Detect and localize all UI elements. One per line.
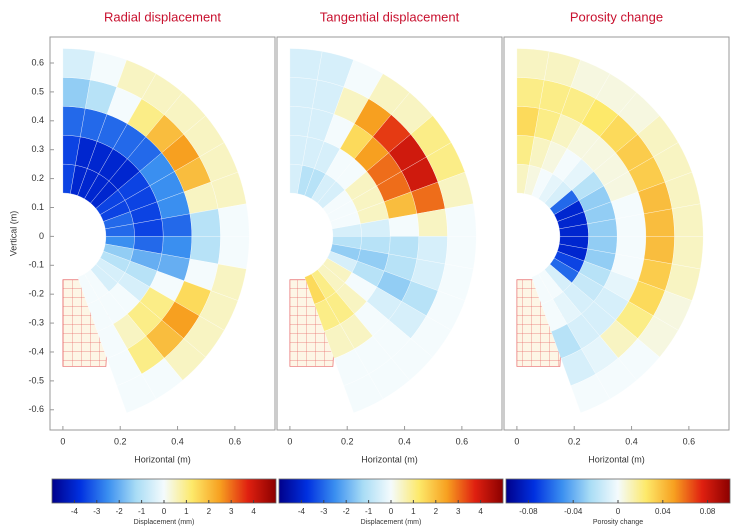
field-cell: [671, 236, 704, 270]
colorbar-tick-label: -3: [320, 507, 328, 516]
colorbar-tick-label: -1: [365, 507, 373, 516]
field-cell: [343, 373, 384, 414]
y-tick-label: 0.4: [31, 115, 44, 125]
colorbar-tick-label: -0.08: [519, 507, 538, 516]
colorbar-tick-label: -3: [93, 507, 101, 516]
colorbar-label: Displacement (mm): [361, 519, 422, 526]
field-cell: [570, 373, 611, 414]
colorbar-tick-label: 0.08: [700, 507, 716, 516]
colorbar-label: Displacement (mm): [134, 519, 195, 526]
y-tick-label: -0.4: [28, 346, 44, 356]
panel-title: Tangential displacement: [320, 9, 460, 24]
y-tick-label: 0.6: [31, 57, 44, 67]
y-tick-label: 0.3: [31, 144, 44, 154]
field-cell: [671, 203, 704, 237]
field-cell: [189, 208, 221, 237]
field-cell: [444, 203, 477, 237]
field-cell: [62, 48, 96, 81]
colorbar-tick-label: -0.04: [564, 507, 583, 516]
y-axis-label: Vertical (m): [8, 211, 18, 257]
field-cell: [217, 236, 250, 270]
colorbar-tick-label: -4: [71, 507, 79, 516]
panel-title: Porosity change: [570, 9, 663, 24]
y-tick-label: 0.1: [31, 202, 44, 212]
colorbar-tick-label: 4: [478, 507, 483, 516]
colorbar-tick-label: 0: [162, 507, 167, 516]
colorbar-tick-label: 2: [434, 507, 439, 516]
field-cell: [289, 48, 323, 81]
panel-title: Radial displacement: [104, 9, 221, 24]
colorbar: [51, 478, 277, 504]
x-tick-label: 0.2: [568, 436, 581, 446]
colorbar-tick-label: 0: [389, 507, 394, 516]
colorbar-tick-label: -4: [298, 507, 306, 516]
x-tick-label: 0: [514, 436, 519, 446]
y-tick-label: 0.5: [31, 86, 44, 96]
colorbar-tick-label: 3: [456, 507, 461, 516]
x-axis-label: Horizontal (m): [134, 454, 191, 464]
x-tick-label: 0.4: [171, 436, 184, 446]
colorbar-label: Porosity change: [593, 519, 643, 526]
x-tick-label: 0.4: [398, 436, 411, 446]
field-cell: [444, 236, 477, 270]
field-cell: [416, 208, 448, 237]
colorbar-tick-label: 0: [616, 507, 621, 516]
colorbar-tick-label: 1: [411, 507, 416, 516]
y-tick-label: -0.1: [28, 260, 44, 270]
y-tick-label: -0.5: [28, 375, 44, 385]
x-axis-label: Horizontal (m): [361, 454, 418, 464]
colorbar-tick-label: 3: [229, 507, 234, 516]
y-tick-label: -0.2: [28, 289, 44, 299]
x-tick-label: 0.6: [683, 436, 696, 446]
x-tick-label: 0.2: [341, 436, 354, 446]
colorbar-tick-label: 4: [251, 507, 256, 516]
colorbar-tick-label: 0.04: [655, 507, 671, 516]
x-tick-label: 0: [60, 436, 65, 446]
x-tick-label: 0.6: [456, 436, 469, 446]
x-tick-label: 0.2: [114, 436, 127, 446]
field-cell: [643, 208, 675, 237]
colorbar-tick-label: -2: [116, 507, 124, 516]
field-cell: [116, 373, 157, 414]
x-tick-label: 0: [287, 436, 292, 446]
colorbar: [505, 478, 731, 504]
colorbar-tick-label: -1: [138, 507, 146, 516]
colorbar: [278, 478, 504, 504]
y-tick-label: 0.2: [31, 173, 44, 183]
y-tick-label: -0.6: [28, 404, 44, 414]
field-cell: [516, 48, 550, 81]
colorbar-tick-label: 1: [184, 507, 189, 516]
y-tick-label: 0: [39, 231, 44, 241]
x-tick-label: 0.6: [229, 436, 242, 446]
colorbar-tick-label: 2: [207, 507, 212, 516]
colorbar-tick-label: -2: [343, 507, 351, 516]
x-axis-label: Horizontal (m): [588, 454, 645, 464]
field-cell: [217, 203, 250, 237]
x-tick-label: 0.4: [625, 436, 638, 446]
y-tick-label: -0.3: [28, 317, 44, 327]
